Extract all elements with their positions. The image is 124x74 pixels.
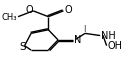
- Text: O: O: [25, 5, 33, 15]
- Text: CH₃: CH₃: [1, 13, 17, 22]
- Text: |: |: [83, 26, 86, 32]
- Text: O: O: [64, 5, 72, 15]
- Text: OH: OH: [107, 41, 122, 51]
- Text: NH: NH: [101, 31, 115, 41]
- Text: N: N: [74, 35, 81, 45]
- Text: S: S: [19, 42, 26, 52]
